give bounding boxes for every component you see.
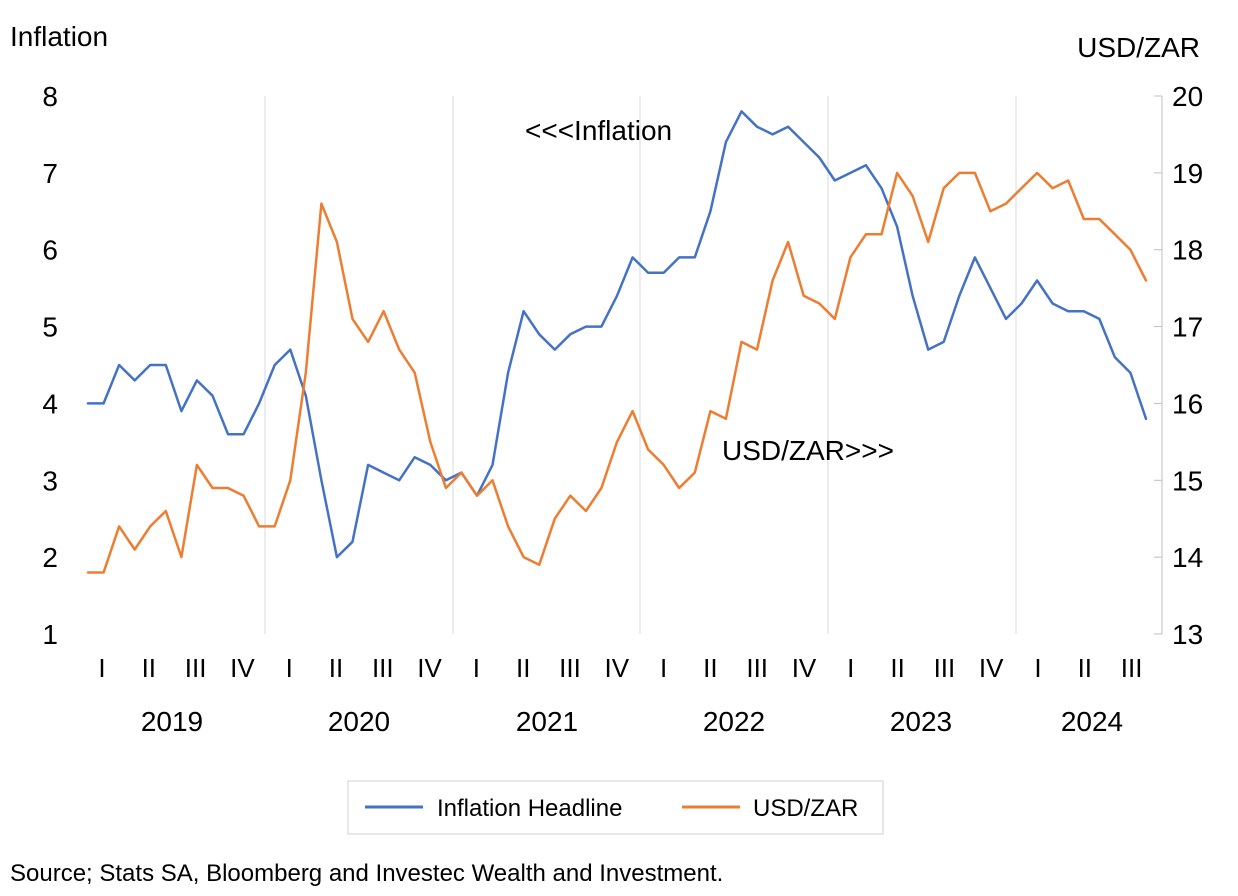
inflation-annotation: <<<Inflation bbox=[525, 115, 672, 146]
right-tick-label: 13 bbox=[1172, 619, 1203, 650]
quarter-label: IV bbox=[605, 653, 630, 683]
quarter-label: I bbox=[98, 653, 105, 683]
quarter-label: IV bbox=[417, 653, 442, 683]
left-tick-label: 5 bbox=[42, 312, 58, 343]
right-tick-label: 15 bbox=[1172, 465, 1203, 496]
left-tick-label: 8 bbox=[42, 81, 58, 112]
year-label: 2023 bbox=[890, 706, 952, 737]
year-label: 2020 bbox=[328, 706, 390, 737]
quarter-label: III bbox=[372, 653, 394, 683]
right-axis-ticks: 13 14 15 16 17 18 19 20 bbox=[1154, 81, 1203, 650]
right-tick-label: 16 bbox=[1172, 388, 1203, 419]
legend-label-usdzar: USD/ZAR bbox=[753, 795, 858, 822]
year-label: 2022 bbox=[703, 706, 765, 737]
left-axis-title: Inflation bbox=[10, 21, 108, 52]
quarter-label: III bbox=[559, 653, 581, 683]
right-tick-label: 19 bbox=[1172, 158, 1203, 189]
legend: Inflation Headline USD/ZAR bbox=[347, 780, 884, 835]
year-labels: 2019 2020 2021 2022 2023 2024 bbox=[141, 706, 1123, 737]
left-axis-ticks: 1 2 3 4 5 6 7 8 bbox=[42, 81, 58, 650]
year-label: 2024 bbox=[1061, 706, 1123, 737]
left-tick-label: 3 bbox=[42, 465, 58, 496]
quarter-label: I bbox=[1034, 653, 1041, 683]
quarter-label: II bbox=[890, 653, 904, 683]
quarter-label: II bbox=[142, 653, 156, 683]
right-tick-label: 14 bbox=[1172, 542, 1203, 573]
quarter-label: I bbox=[847, 653, 854, 683]
year-label: 2019 bbox=[141, 706, 203, 737]
quarter-label: I bbox=[660, 653, 667, 683]
quarter-label: II bbox=[329, 653, 343, 683]
quarter-label: III bbox=[185, 653, 207, 683]
quarter-label: I bbox=[286, 653, 293, 683]
series-line-usd-zar bbox=[86, 171, 1148, 574]
source-note: Source; Stats SA, Bloomberg and Investec… bbox=[10, 860, 724, 887]
left-tick-label: 2 bbox=[42, 542, 58, 573]
legend-box bbox=[347, 780, 884, 835]
quarter-label: III bbox=[1121, 653, 1143, 683]
quarter-label: I bbox=[473, 653, 480, 683]
quarter-label: II bbox=[516, 653, 530, 683]
quarter-label: IV bbox=[230, 653, 255, 683]
vertical-gridlines bbox=[264, 96, 1017, 634]
left-tick-label: 6 bbox=[42, 235, 58, 266]
right-tick-label: 18 bbox=[1172, 235, 1203, 266]
left-tick-label: 4 bbox=[42, 388, 58, 419]
quarter-label: II bbox=[1078, 653, 1092, 683]
legend-label-inflation: Inflation Headline bbox=[437, 795, 622, 822]
right-tick-label: 20 bbox=[1172, 81, 1203, 112]
series-line-inflation-headline bbox=[86, 110, 1148, 559]
right-tick-label: 17 bbox=[1172, 312, 1203, 343]
year-label: 2021 bbox=[516, 706, 578, 737]
left-tick-label: 1 bbox=[42, 619, 58, 650]
quarter-label: IV bbox=[792, 653, 817, 683]
quarter-label: III bbox=[934, 653, 956, 683]
quarter-labels: I II III IV I II III IV I II III IV I II III IV I II III IV… bbox=[98, 653, 1142, 683]
left-tick-label: 7 bbox=[42, 158, 58, 189]
right-axis-title: USD/ZAR bbox=[1077, 32, 1200, 63]
quarter-label: III bbox=[746, 653, 768, 683]
series-lines bbox=[86, 110, 1148, 574]
quarter-label: IV bbox=[979, 653, 1004, 683]
usdzar-annotation: USD/ZAR>>> bbox=[722, 435, 894, 466]
quarter-label: II bbox=[703, 653, 717, 683]
